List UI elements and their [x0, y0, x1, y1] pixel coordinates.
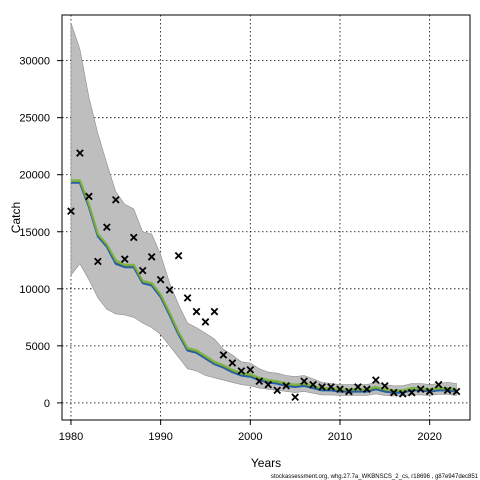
y-tick-label: 0: [44, 398, 50, 410]
y-tick-label: 5000: [26, 341, 50, 353]
y-tick-label: 10000: [19, 284, 50, 296]
grid: [62, 15, 470, 420]
observed-point: [291, 393, 299, 402]
observed-point: [372, 376, 380, 384]
y-tick-label: 25000: [19, 113, 50, 125]
x-tick-label: 2000: [238, 431, 262, 443]
observed-point: [255, 377, 264, 386]
observed-point: [380, 381, 389, 390]
observed-point: [67, 207, 75, 216]
observed-point: [273, 386, 282, 395]
axes: 1980 1990 2000 2010 2020 0 5000 10000 15000 20000…: [19, 56, 441, 443]
observed-point: [416, 385, 425, 394]
observed-point: [174, 251, 183, 260]
observed-point: [156, 275, 165, 284]
observed-point: [407, 388, 416, 397]
observed-point: [85, 192, 93, 201]
observed-point: [210, 307, 219, 316]
observed-point: [282, 381, 291, 390]
observed-point: [111, 195, 120, 204]
observed-point: [434, 380, 443, 389]
observed-point: [219, 351, 228, 359]
observed-point: [264, 380, 273, 389]
observed-point: [147, 253, 156, 261]
observed-point: [228, 359, 237, 367]
observed-point: [201, 318, 210, 326]
observed-point: [354, 383, 362, 391]
observed-point: [102, 223, 111, 232]
observed-point: [192, 307, 201, 316]
observed-point: [425, 387, 434, 396]
observed-point: [94, 257, 102, 266]
estimate-line-1: [71, 181, 457, 394]
observed-point: [398, 389, 407, 398]
observed-point: [452, 387, 461, 396]
x-axis-title: Years: [251, 456, 281, 470]
footer-note: stockassessment.org, whg.27.7a_WKBNSCS_2…: [271, 474, 479, 480]
observed-point: [443, 386, 452, 395]
observed-point: [246, 365, 255, 374]
observed-point: [183, 294, 192, 302]
x-tick-label: 1990: [148, 431, 172, 443]
observed-point: [76, 149, 84, 157]
x-tick-label: 1980: [59, 431, 83, 443]
observed-point: [318, 383, 326, 391]
y-tick-label: 15000: [19, 227, 50, 239]
y-axis-title: Catch: [9, 202, 23, 233]
observed-point: [336, 385, 344, 394]
confidence-band: [70, 22, 457, 397]
observed-point: [237, 367, 246, 375]
observed-point: [165, 286, 174, 294]
observed-point: [300, 377, 308, 386]
observed-point: [138, 266, 147, 275]
observed-point: [309, 380, 317, 389]
y-tick-label: 30000: [19, 56, 50, 68]
observed-point: [327, 383, 335, 391]
observed-point: [120, 255, 129, 263]
observed-catch-points: [67, 149, 461, 402]
observed-point: [345, 387, 353, 396]
x-tick-label: 2020: [417, 431, 441, 443]
observed-point: [389, 388, 398, 397]
confidence-band-area: [70, 22, 457, 397]
plot-frame: [61, 14, 471, 421]
x-tick-label: 2010: [328, 431, 352, 443]
observed-point: [129, 233, 138, 242]
y-tick-label: 20000: [19, 170, 50, 182]
observed-point: [363, 385, 371, 394]
